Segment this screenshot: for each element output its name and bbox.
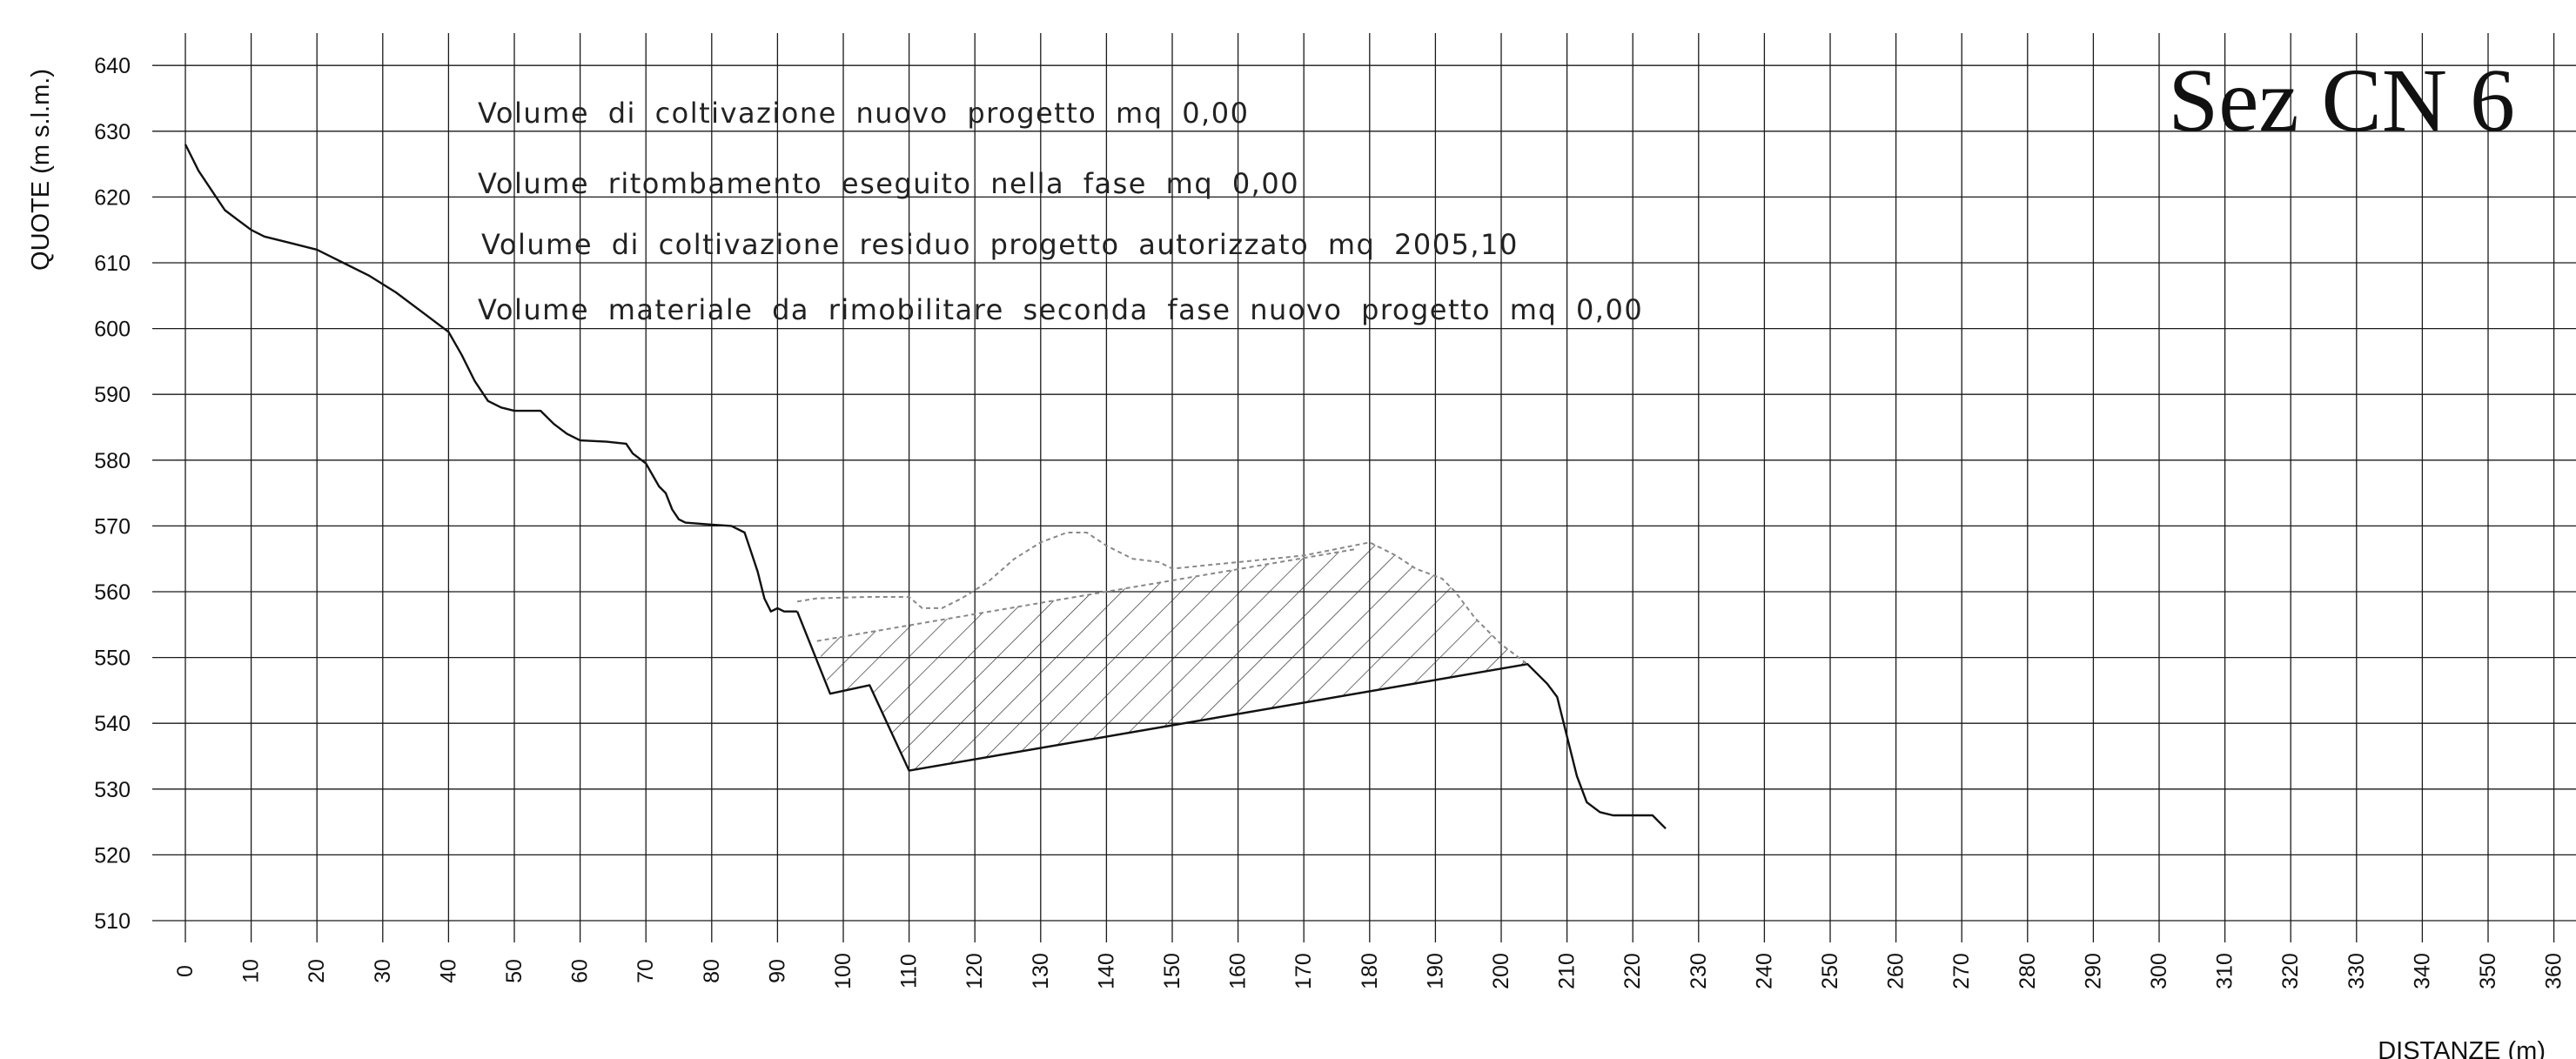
x-tick-label: 10 [239, 959, 264, 983]
note-line: Volume ritombamento eseguito nella fase … [478, 167, 1299, 200]
volume-notes: Volume di coltivazione nuovo progetto mq… [478, 97, 1643, 326]
x-tick-label: 350 [2476, 953, 2500, 989]
x-tick-label: 270 [1949, 953, 1974, 989]
dashed-profile-line-3 [816, 547, 1357, 642]
x-tick-label: 250 [1818, 953, 1842, 989]
x-tick-label: 220 [1620, 953, 1645, 989]
x-tick-label: 30 [371, 959, 395, 983]
x-tick-label: 170 [1291, 953, 1316, 989]
y-tick-label: 610 [94, 251, 131, 276]
x-tick-label: 280 [2016, 953, 2040, 989]
x-tick-label: 330 [2345, 953, 2369, 989]
x-tick-label: 90 [765, 959, 789, 983]
note-line: Volume materiale da rimobilitare seconda… [478, 293, 1643, 326]
x-tick-label: 120 [963, 953, 987, 989]
x-tick-label: 230 [1687, 953, 1711, 989]
dashed-profile-line-2 [796, 532, 1528, 665]
y-axis-label: QUOTE (m s.l.m.) [27, 69, 55, 271]
x-tick-label: 260 [1884, 953, 1909, 989]
tick-labels: 0 10 20 30 40 50 60 70 80 90 100 110 120 130 140 150 160… [94, 54, 2566, 989]
x-axis-label: DISTANZE (m) [2378, 1037, 2546, 1059]
x-tick-label: 180 [1358, 953, 1382, 989]
x-tick-label: 340 [2410, 953, 2434, 989]
x-tick-label: 20 [305, 959, 329, 983]
y-tick-label: 590 [94, 383, 131, 407]
x-tick-label: 200 [1489, 953, 1513, 989]
y-tick-label: 560 [94, 580, 131, 605]
x-tick-label: 60 [568, 959, 593, 983]
x-tick-label: 80 [700, 959, 724, 983]
y-tick-label: 640 [94, 54, 131, 78]
x-tick-label: 190 [1423, 953, 1447, 989]
y-tick-label: 570 [94, 514, 131, 539]
x-tick-label: 150 [1160, 953, 1184, 989]
x-tick-label: 130 [1029, 953, 1053, 989]
y-tick-label: 510 [94, 909, 131, 934]
hatched-excavation-area [816, 542, 1528, 771]
x-tick-label: 300 [2147, 953, 2171, 989]
x-tick-label: 110 [897, 954, 922, 989]
x-tick-label: 50 [502, 959, 527, 983]
grid [152, 33, 2576, 942]
series-group [184, 144, 1667, 830]
x-tick-label: 160 [1226, 953, 1251, 989]
y-tick-label: 580 [94, 449, 131, 473]
hatched-area-group [816, 542, 1528, 771]
y-tick-label: 620 [94, 185, 131, 210]
y-tick-label: 540 [94, 712, 131, 736]
x-tick-label: 100 [831, 953, 855, 989]
x-tick-label: 290 [2081, 953, 2105, 989]
note-line: Volume di coltivazione nuovo progetto mq… [478, 97, 1249, 130]
profile-line-1 [795, 611, 1667, 830]
y-tick-label: 520 [94, 843, 131, 868]
x-tick-label: 0 [173, 965, 198, 977]
profile-line-0 [184, 144, 798, 613]
section-title: Sez CN 6 [2168, 50, 2515, 151]
x-tick-label: 240 [1752, 953, 1776, 989]
x-tick-label: 360 [2542, 953, 2566, 989]
y-tick-label: 600 [94, 318, 131, 342]
note-line: Volume di coltivazione residuo progetto … [481, 228, 1519, 261]
x-tick-label: 70 [634, 959, 658, 983]
x-tick-label: 140 [1094, 953, 1118, 989]
y-tick-label: 530 [94, 778, 131, 802]
x-tick-label: 40 [436, 959, 460, 983]
y-tick-label: 630 [94, 120, 131, 144]
x-tick-label: 310 [2213, 953, 2237, 989]
x-tick-label: 210 [1555, 953, 1580, 989]
x-tick-label: 320 [2278, 953, 2303, 989]
y-tick-label: 550 [94, 647, 131, 671]
